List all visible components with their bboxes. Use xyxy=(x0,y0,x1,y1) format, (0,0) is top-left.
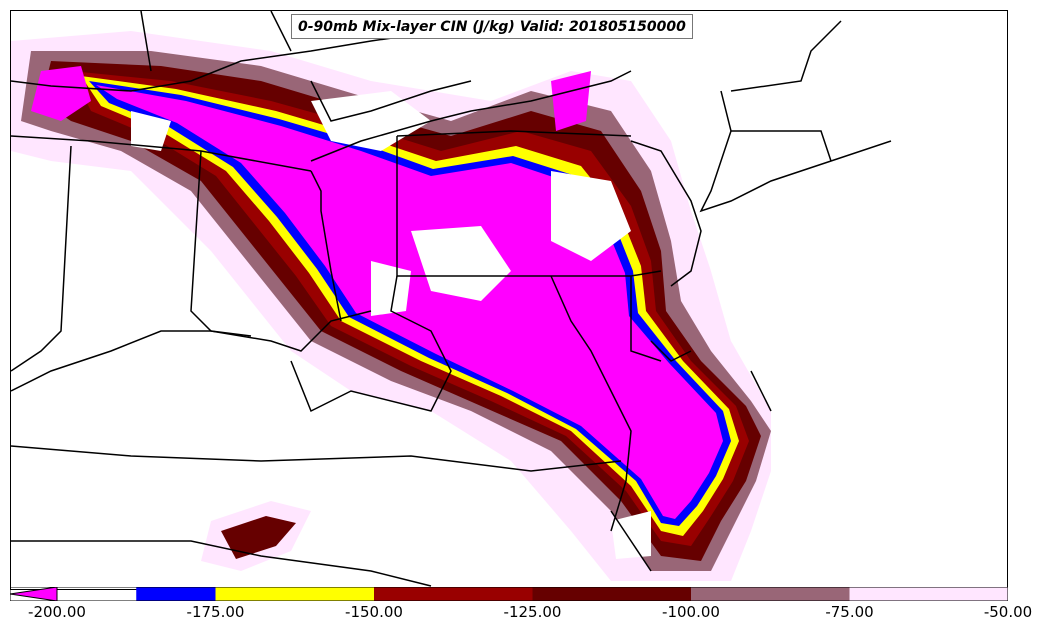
colorbar-tick-label: -200.00 xyxy=(28,603,86,621)
colorbar-bins xyxy=(10,587,1008,601)
colorbar-bin xyxy=(374,587,533,601)
ocean-mask xyxy=(701,91,1007,589)
cin-map xyxy=(11,11,1007,589)
colorbar-bin xyxy=(215,587,374,601)
colorbar-bin xyxy=(849,587,1008,601)
colorbar-extend-min xyxy=(10,587,58,601)
boundaries xyxy=(11,11,892,587)
map-title: 0-90mb Mix-layer CIN (J/kg) Valid: 20180… xyxy=(298,18,686,35)
colorbar-tick-label: -175.00 xyxy=(186,603,245,621)
colorbar-tick-label: -125.00 xyxy=(503,603,562,621)
colorbar-tick-label: -150.00 xyxy=(345,603,403,621)
map-title-box: 0-90mb Mix-layer CIN (J/kg) Valid: 20180… xyxy=(291,14,693,39)
colorbar-bin xyxy=(532,587,691,601)
colorbar-tick-label: -75.00 xyxy=(825,603,874,621)
colorbar-tick-label: -100.00 xyxy=(662,603,720,621)
colorbar-bin xyxy=(691,587,850,601)
colorbar-bin xyxy=(136,587,216,601)
colorbar xyxy=(10,587,1008,601)
colorbar-tick-label: -50.00 xyxy=(983,603,1033,621)
map-panel xyxy=(10,10,1008,590)
